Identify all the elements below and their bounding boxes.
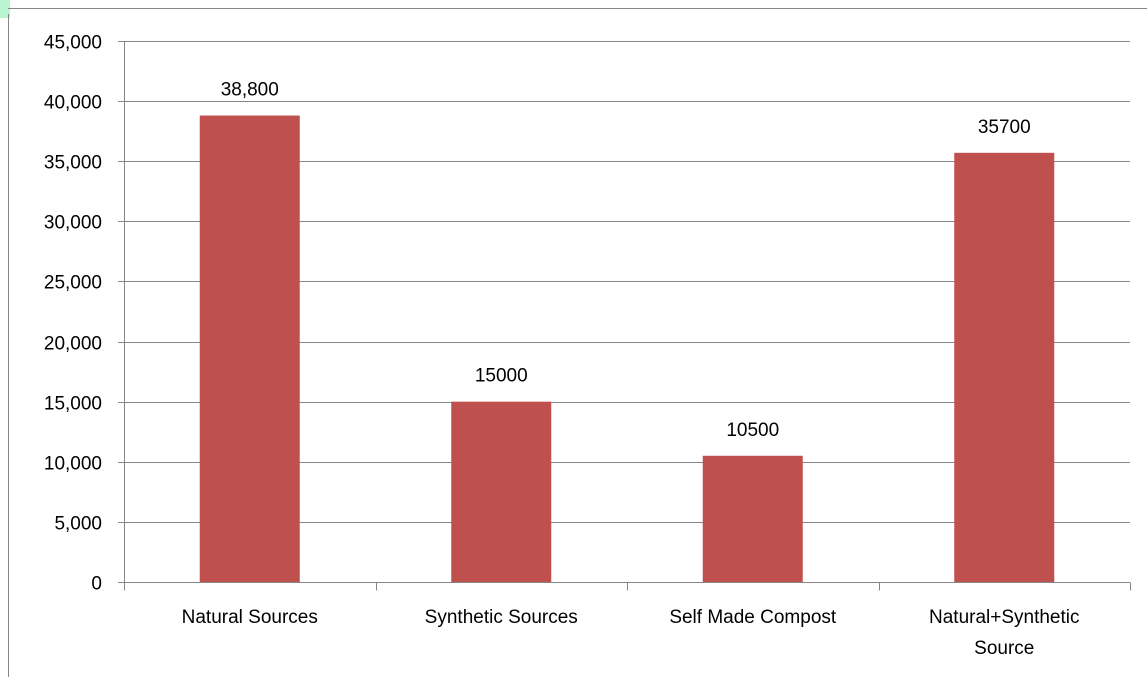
y-tick-label: 45,000 xyxy=(44,33,102,54)
bars xyxy=(199,115,1055,582)
x-category-label: Self Made Compost xyxy=(669,607,837,628)
x-category-label: Natural Sources xyxy=(182,607,318,628)
x-category-label: Natural+Synthetic xyxy=(929,607,1080,628)
data-label: 35700 xyxy=(978,117,1031,138)
y-tick-label: 25,000 xyxy=(44,273,102,294)
y-tick-label: 35,000 xyxy=(44,153,102,174)
data-label: 38,800 xyxy=(221,80,279,101)
y-tick-label: 5,000 xyxy=(54,514,102,535)
y-tick-label: 10,000 xyxy=(44,454,102,475)
axes xyxy=(118,41,1131,591)
bar xyxy=(199,115,300,582)
y-tick-label: 40,000 xyxy=(44,93,102,114)
y-tick-label: 30,000 xyxy=(44,213,102,234)
x-category-label: Synthetic Sources xyxy=(425,607,578,628)
bar xyxy=(702,455,803,582)
labels: 0 5,000 10,000 15,000 20,000 25,000 30,000 35,0… xyxy=(44,33,1080,660)
x-category-label: Source xyxy=(974,638,1034,659)
corner-accent xyxy=(0,0,10,18)
bar xyxy=(451,401,552,582)
y-tick-label: 15,000 xyxy=(44,394,102,415)
y-tick-label: 20,000 xyxy=(44,334,102,355)
y-tick-label: 0 xyxy=(91,574,102,595)
bar xyxy=(954,152,1055,582)
data-label: 15000 xyxy=(475,366,528,387)
data-label: 10500 xyxy=(726,420,779,441)
